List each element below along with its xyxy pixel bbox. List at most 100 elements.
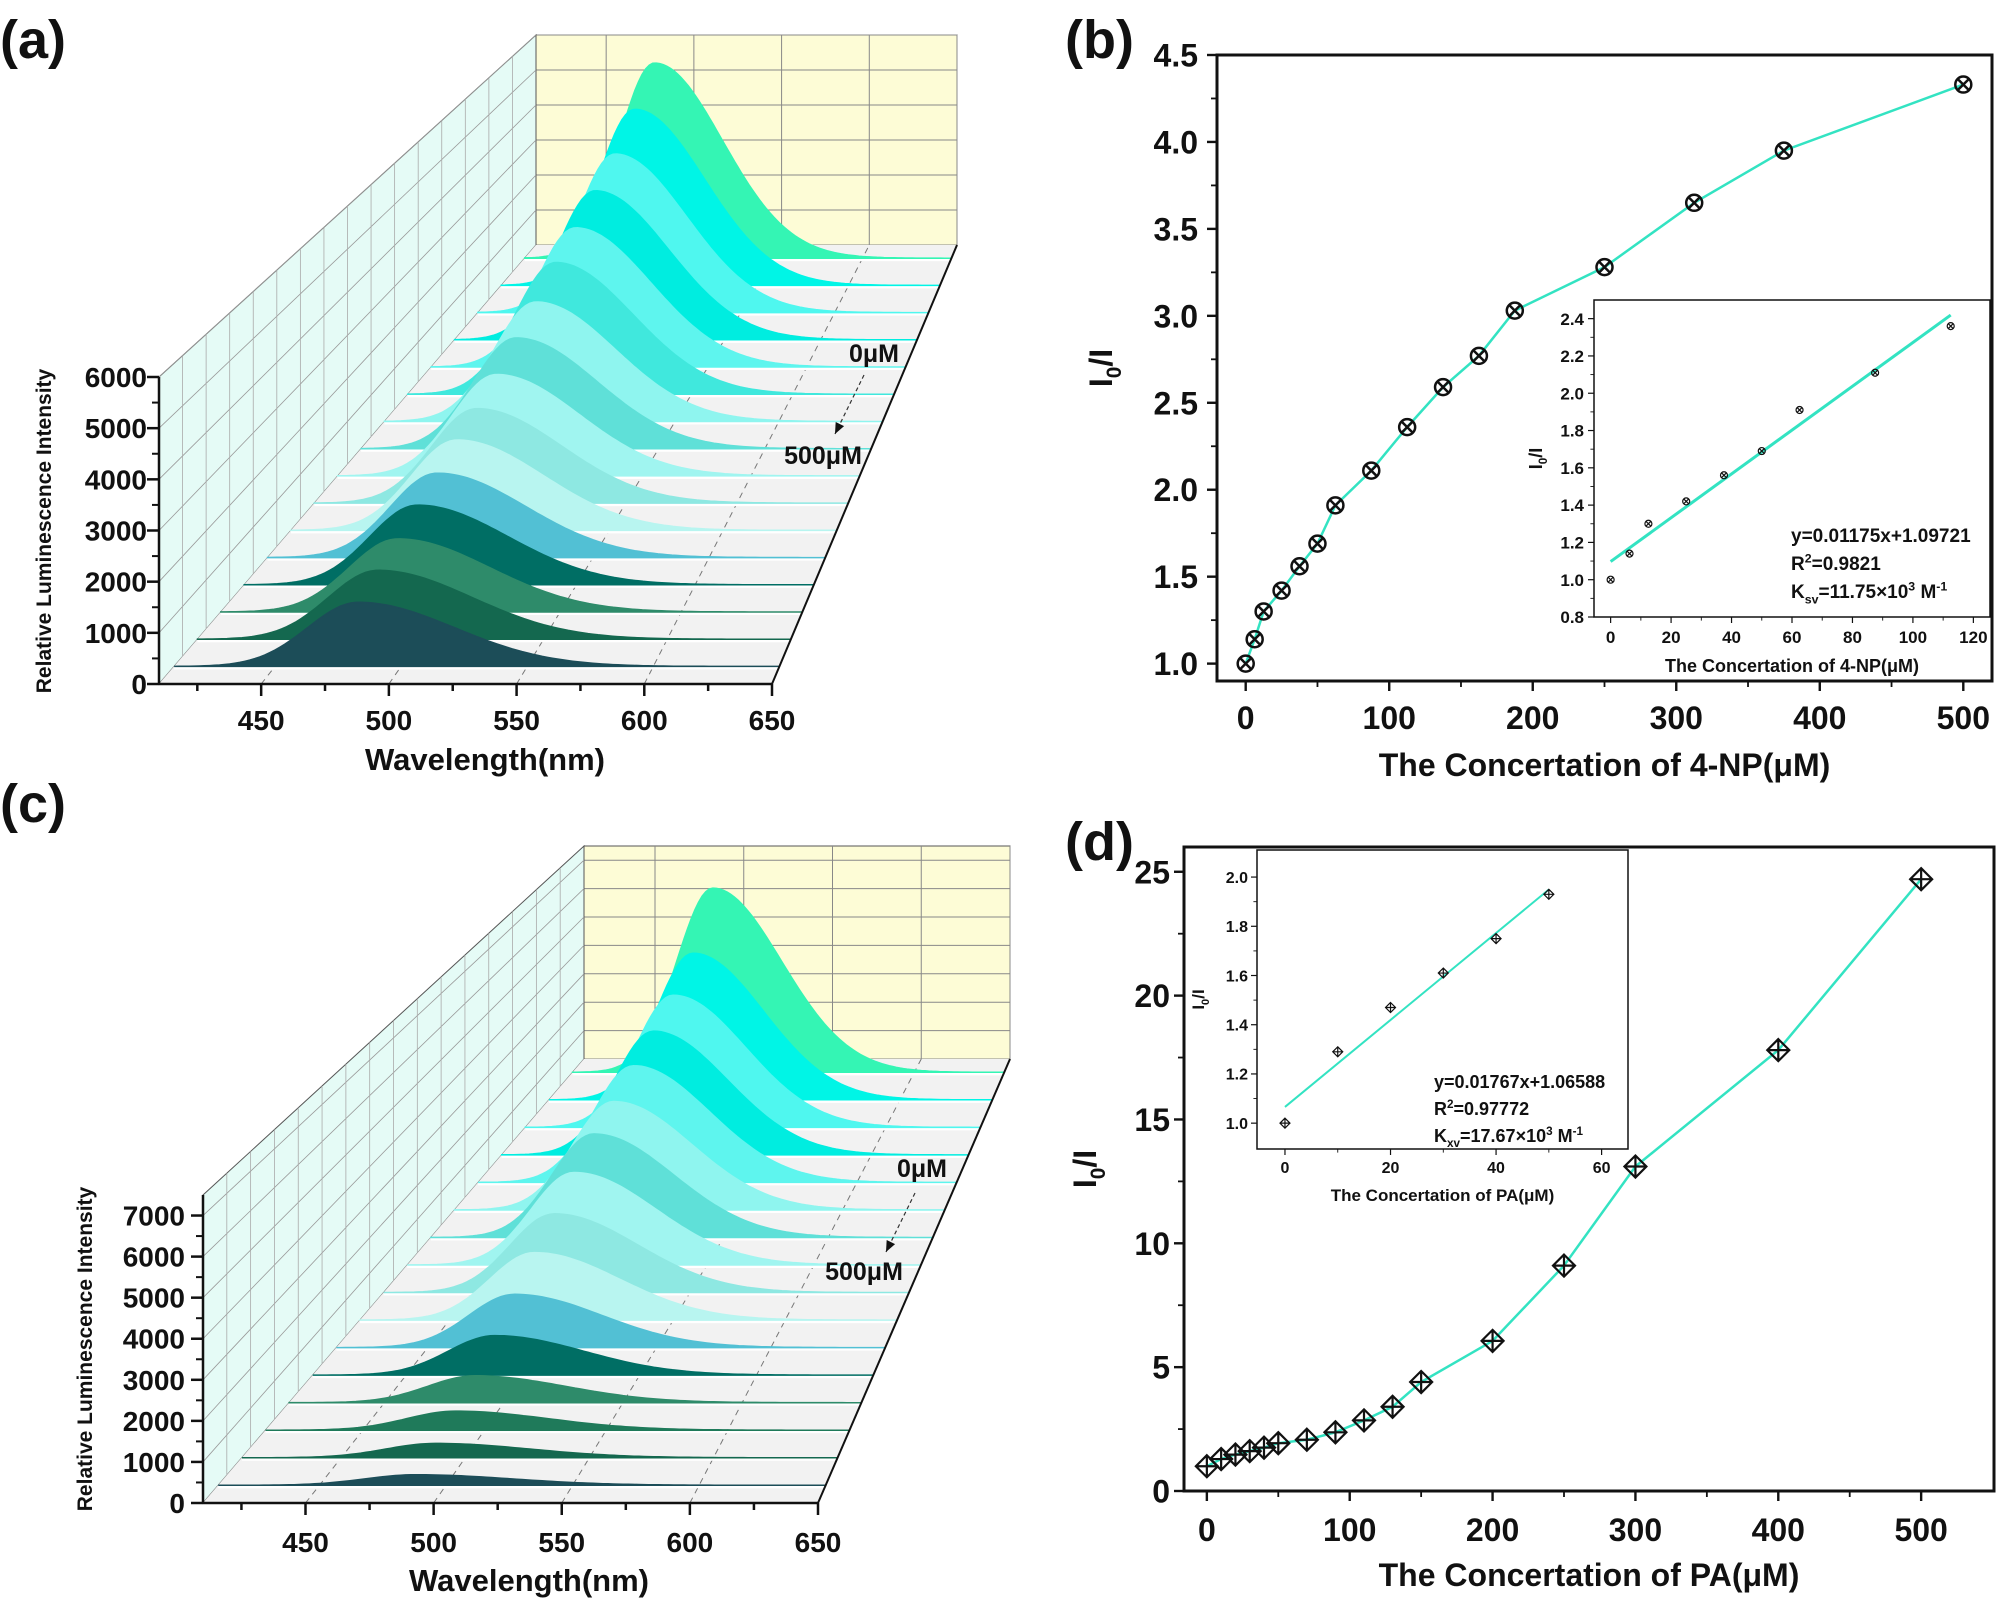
y-tick-label: 2.0 [1154, 472, 1198, 508]
ksv-constant-part: sv [1805, 592, 1819, 606]
ksv-constant-part: =17.67×10 [1460, 1126, 1546, 1146]
y-tick-label: 15 [1134, 1102, 1170, 1138]
y-axis-title-part: I [1189, 1005, 1208, 1010]
x-tick-label: 300 [1650, 700, 1703, 736]
ksv-constant-part: M [1553, 1126, 1573, 1146]
x-axis-title: The Concertation of PA(μM) [1379, 1557, 1800, 1593]
x-tick-label: 500 [410, 1527, 457, 1558]
data-point [1469, 346, 1489, 366]
x-tick-label: 120 [1959, 628, 1987, 647]
data-point [1480, 1328, 1506, 1354]
y-tick-label: 25 [1134, 854, 1170, 890]
ksv-constant-part: -1 [1936, 579, 1947, 593]
y-tick-label: 3.0 [1154, 298, 1198, 334]
y-tick-label: 1.0 [1226, 1116, 1248, 1133]
y-axis-title-part: /I [1189, 989, 1208, 998]
y-tick-label: 5000 [85, 413, 147, 444]
y-tick-label: 0 [131, 669, 147, 700]
x-tick-label: 450 [238, 705, 285, 736]
y-tick-label: 2000 [123, 1406, 185, 1437]
y-tick-label: 7000 [123, 1201, 185, 1232]
y-tick-label: 4.5 [1154, 38, 1198, 74]
x-axis-title: Wavelength(nm) [365, 742, 605, 777]
data-point [1606, 575, 1615, 584]
data-point [1622, 1153, 1648, 1180]
data-point [1871, 368, 1880, 377]
data-point [1946, 322, 1955, 331]
floor-edge [771, 244, 958, 685]
x-tick-label: 100 [1899, 628, 1927, 647]
x-axis-title: Wavelength(nm) [409, 1563, 649, 1598]
r-squared-part: 2 [1447, 1098, 1454, 1111]
y-tick-label: 1000 [123, 1447, 185, 1478]
x-axis-title: The Concertation of 4-NP(μM) [1379, 747, 1831, 783]
ksv-constant-part: K [1434, 1126, 1447, 1146]
y-axis-title: I0/I [1067, 1150, 1110, 1188]
ksv-constant-part: xv [1447, 1137, 1461, 1150]
x-tick-label: 300 [1609, 1512, 1662, 1548]
data-point [1682, 497, 1691, 506]
data-point [1595, 257, 1614, 277]
arrow-line [834, 374, 865, 435]
y-tick-label: 4.0 [1154, 124, 1198, 160]
x-tick-label: 0 [1198, 1512, 1216, 1548]
y-tick-label: 6000 [123, 1242, 185, 1273]
annotation-end: 500μM [825, 1258, 903, 1286]
y-tick-label: 1.2 [1560, 534, 1584, 553]
data-point [1265, 1430, 1291, 1456]
data-point [1433, 377, 1453, 397]
y-tick-label: 0 [1152, 1474, 1170, 1510]
data-point [1505, 301, 1525, 320]
data-point [1908, 866, 1934, 892]
x-tick-label: 600 [621, 705, 668, 736]
fit-line [1609, 313, 1952, 563]
r-squared-part: R [1434, 1099, 1447, 1119]
data-point [1245, 630, 1264, 649]
y-tick-label: 5 [1152, 1350, 1170, 1386]
y-tick-label: 1.8 [1560, 422, 1584, 441]
r-squared-part: 2 [1805, 551, 1812, 565]
x-tick-label: 60 [1593, 1160, 1611, 1177]
y-axis-title: Relative Luminescence Intensity [74, 1186, 97, 1511]
y-axis-title-part: 0 [1200, 999, 1212, 1005]
r-squared-part: =0.9821 [1812, 554, 1882, 575]
spectrum-slice [336, 1293, 886, 1349]
y-tick-label: 5000 [123, 1283, 185, 1314]
r-squared-part: R [1791, 554, 1805, 575]
r-squared: R2=0.97772 [1434, 1098, 1529, 1119]
fit-equation: y=0.01175x+1.09721 [1791, 526, 1971, 547]
fit-line [1284, 888, 1550, 1108]
x-tick-label: 80 [1843, 628, 1862, 647]
x-tick-label: 400 [1752, 1512, 1805, 1548]
data-point [1437, 967, 1450, 979]
spectrum-slice [218, 1473, 826, 1486]
data-point [1719, 471, 1729, 480]
data-point [1625, 549, 1634, 558]
x-tick-label: 100 [1363, 700, 1416, 736]
ksv-constant-part: 3 [1546, 1125, 1553, 1138]
y-axis-title-part: 0 [1537, 457, 1550, 464]
data-point [1322, 1419, 1348, 1445]
y-axis-title-part: /I [1083, 349, 1119, 367]
data-point [1397, 417, 1417, 437]
x-tick-label: 0 [1281, 1160, 1290, 1177]
panel-label-b: (b) [1065, 10, 1134, 70]
arrow-line [885, 1192, 916, 1253]
y-tick-label: 1.8 [1226, 919, 1248, 936]
panel-b-inset: 0 20 40 60 80 100 1200.81.01.21.41.61.82.02.22… [1526, 299, 1991, 676]
data-point [1795, 405, 1804, 415]
ksv-constant-part: M [1915, 582, 1936, 603]
data-point [1954, 75, 1973, 94]
y-axis-title: Relative Luminescence Intensity [33, 368, 56, 693]
y-tick-label: 1.4 [1560, 496, 1584, 515]
data-point [1294, 1427, 1320, 1453]
plot-frame [1256, 849, 1629, 1150]
ksv-constant-part: K [1791, 582, 1805, 603]
x-tick-label: 450 [282, 1527, 329, 1558]
x-tick-label: 400 [1793, 700, 1846, 736]
data-point [1272, 581, 1291, 600]
x-tick-label: 650 [749, 705, 796, 736]
data-point [1490, 932, 1502, 945]
y-tick-label: 3000 [85, 516, 147, 547]
